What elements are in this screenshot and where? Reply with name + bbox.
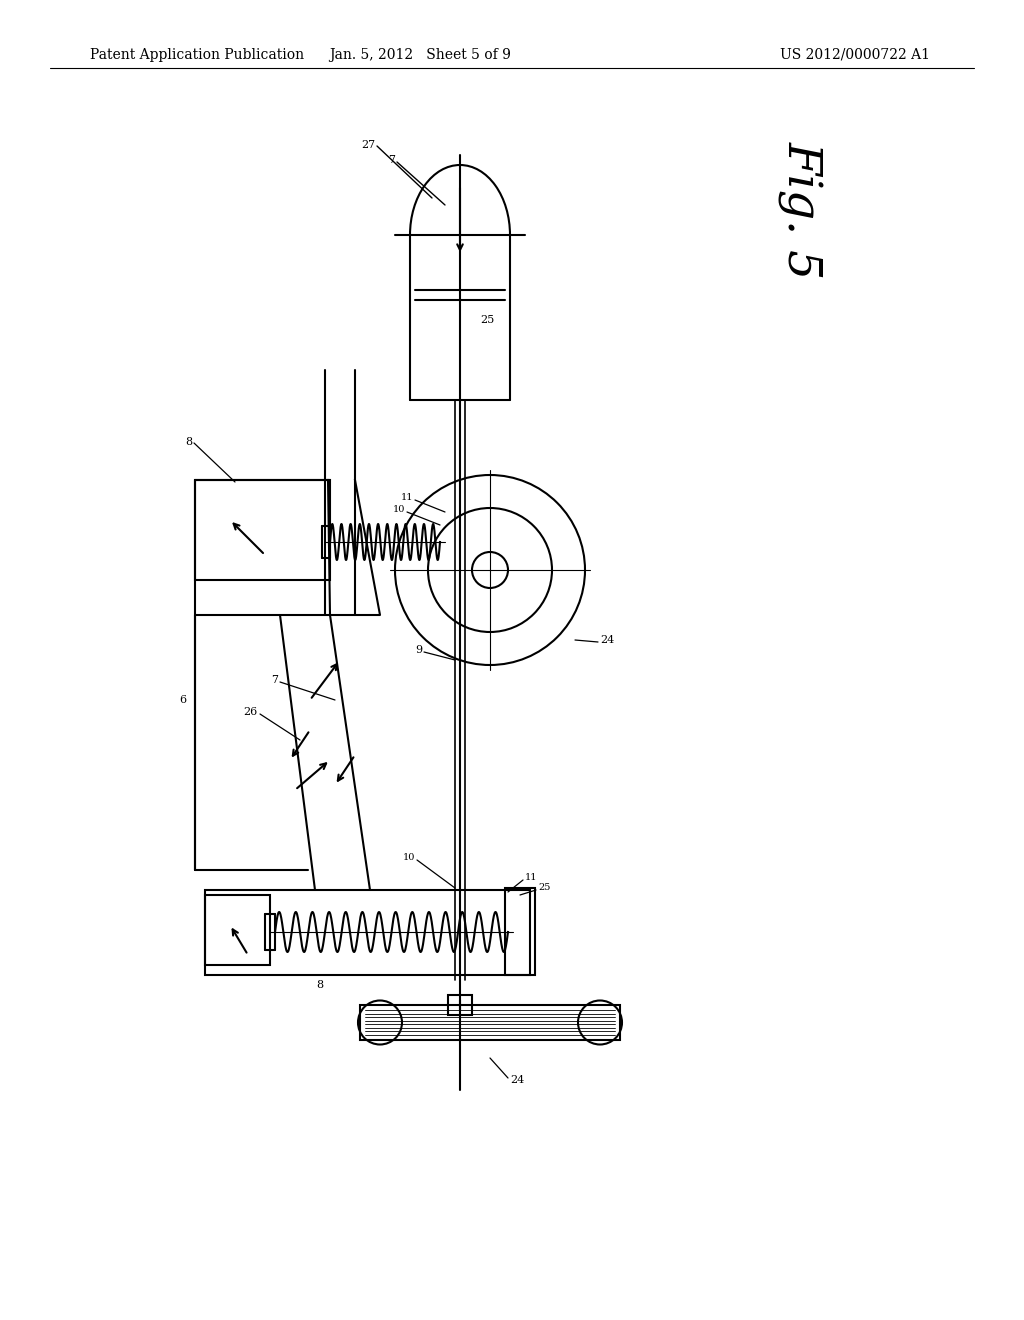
Text: 25: 25 — [480, 315, 495, 325]
Text: Fig. 5: Fig. 5 — [777, 141, 822, 279]
Text: 26: 26 — [244, 708, 258, 717]
Text: 11: 11 — [525, 874, 538, 883]
Text: 9: 9 — [415, 645, 422, 655]
Text: 24: 24 — [510, 1074, 524, 1085]
Text: 24: 24 — [600, 635, 614, 645]
Text: 8: 8 — [316, 979, 324, 990]
Text: 10: 10 — [402, 854, 415, 862]
Bar — [205, 890, 530, 975]
Text: 10: 10 — [392, 506, 406, 515]
Bar — [195, 480, 330, 579]
Bar — [505, 888, 535, 975]
Text: US 2012/0000722 A1: US 2012/0000722 A1 — [780, 48, 930, 62]
Text: 11: 11 — [400, 494, 413, 503]
Text: 7: 7 — [388, 154, 395, 165]
Text: 7: 7 — [271, 675, 278, 685]
Text: Jan. 5, 2012   Sheet 5 of 9: Jan. 5, 2012 Sheet 5 of 9 — [329, 48, 511, 62]
Text: Patent Application Publication: Patent Application Publication — [90, 48, 304, 62]
Text: 8: 8 — [185, 437, 193, 447]
Bar — [449, 995, 472, 1015]
Text: 27: 27 — [360, 140, 375, 150]
Text: 6: 6 — [179, 696, 186, 705]
Text: 25: 25 — [538, 883, 550, 892]
Bar — [205, 895, 270, 965]
Bar — [360, 1005, 620, 1040]
